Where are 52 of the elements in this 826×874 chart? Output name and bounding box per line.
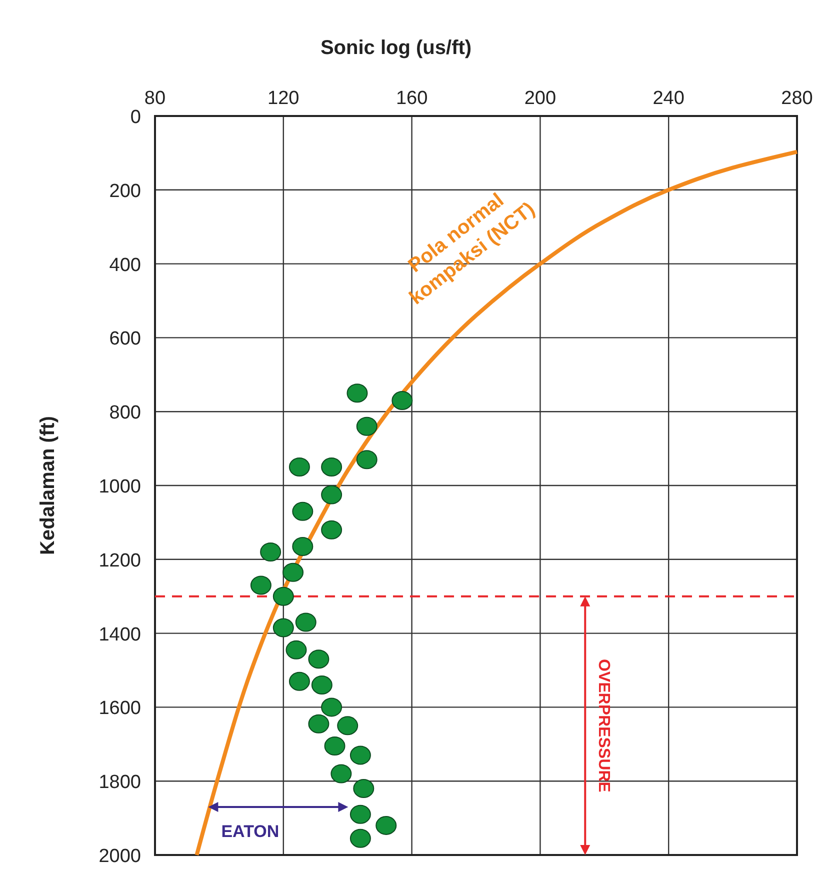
y-tick-label: 1200 <box>98 550 141 572</box>
x-tick-label: 120 <box>268 88 300 109</box>
point <box>356 416 378 436</box>
point <box>350 746 371 765</box>
y-tick-label: 200 <box>109 180 141 202</box>
point <box>356 450 378 470</box>
point <box>392 391 413 410</box>
point <box>350 804 371 824</box>
y-tick-label: 1400 <box>98 624 141 646</box>
x-tick-label: 240 <box>652 88 684 109</box>
x-tick-label: 80 <box>144 88 166 109</box>
annotation: OVERPRESSURE <box>595 658 612 793</box>
y-axis-title: Kedalaman (ft) <box>37 416 59 555</box>
point <box>288 672 310 691</box>
y-tick-label: 0 <box>130 107 141 128</box>
point <box>353 778 374 798</box>
point <box>324 736 346 756</box>
point <box>260 542 282 562</box>
x-axis-title: Sonic log (us/ft) <box>320 37 472 59</box>
y-tick-label: 2000 <box>98 846 141 867</box>
point <box>272 618 294 638</box>
point <box>292 536 314 556</box>
point <box>350 828 371 848</box>
point <box>295 612 316 632</box>
y-tick-label: 800 <box>109 402 141 424</box>
y-tick-label: 1800 <box>98 772 141 794</box>
point <box>376 816 397 835</box>
line-series <box>194 150 799 857</box>
point <box>321 698 342 717</box>
annotation: EATON <box>221 822 280 841</box>
point <box>282 562 304 582</box>
point <box>321 520 342 540</box>
y-tick-label: 400 <box>109 254 141 276</box>
point <box>308 714 330 734</box>
point <box>311 676 332 695</box>
point <box>321 458 342 477</box>
x-tick-label: 200 <box>524 88 556 109</box>
point <box>250 576 272 595</box>
point <box>330 764 352 784</box>
point <box>346 384 368 403</box>
y-tick-label: 1600 <box>98 698 141 720</box>
point <box>286 640 307 660</box>
point <box>321 485 342 504</box>
point <box>292 502 314 521</box>
y-tick-label: 1000 <box>98 476 141 498</box>
x-tick-label: 280 <box>781 88 813 109</box>
point <box>337 716 358 736</box>
point <box>308 650 330 669</box>
x-tick-label: 160 <box>396 88 428 109</box>
y-tick-label: 600 <box>109 328 141 350</box>
point <box>272 586 294 606</box>
point <box>288 458 310 477</box>
